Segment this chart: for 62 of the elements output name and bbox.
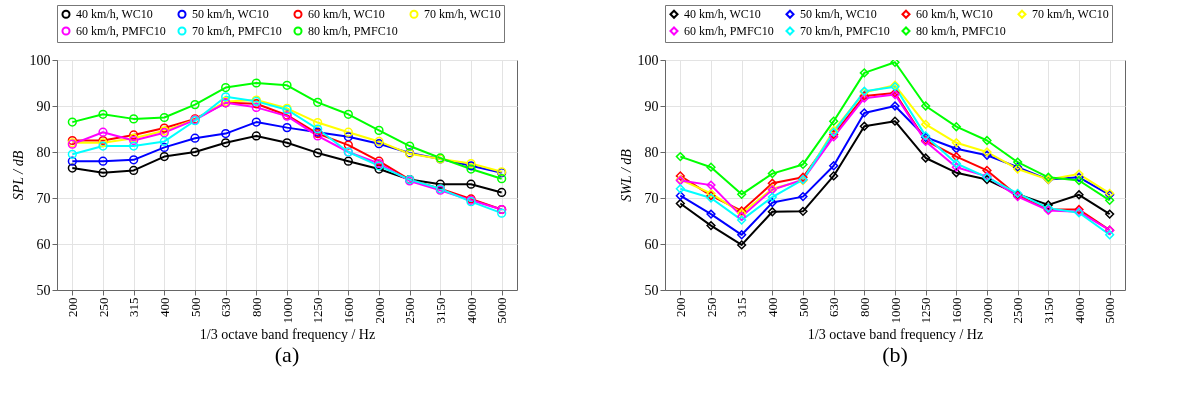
y-tick-label: 90 <box>644 98 659 114</box>
y-axis-title: SWL / dB <box>618 148 634 202</box>
x-tick-label: 1600 <box>948 297 964 324</box>
y-axis-title: SPL / dB <box>10 150 26 201</box>
legend-label: 70 km/h, WC10 <box>1032 7 1109 22</box>
x-tick-label: 2000 <box>371 297 387 324</box>
x-tick-label: 315 <box>734 297 750 317</box>
x-tick-label: 4000 <box>463 297 479 324</box>
x-tick-label: 250 <box>703 297 719 317</box>
x-tick-label: 1600 <box>340 297 356 324</box>
x-tick-label: 630 <box>218 297 234 317</box>
legend-label: 70 km/h, PMFC10 <box>800 24 890 38</box>
x-tick-label: 200 <box>64 297 80 317</box>
y-tick-label: 60 <box>36 236 51 252</box>
legend-label: 80 km/h, PMFC10 <box>916 24 1006 38</box>
legend-label: 50 km/h, WC10 <box>800 7 877 22</box>
x-tick-label: 200 <box>672 297 688 317</box>
y-tick-label: 90 <box>36 98 51 114</box>
x-tick-label: 500 <box>187 297 203 317</box>
y-tick-label: 60 <box>644 236 659 252</box>
x-tick-label: 5000 <box>1102 297 1118 324</box>
text: (a) <box>274 342 300 367</box>
x-tick-label: 400 <box>156 297 172 317</box>
legend-label: 60 km/h, PMFC10 <box>76 24 166 38</box>
x-tick-label: 315 <box>126 297 142 317</box>
text: (b) <box>882 342 908 367</box>
y-tick-label: 100 <box>637 52 659 68</box>
x-tick-label: 2500 <box>1010 297 1026 324</box>
legend-label: 50 km/h, WC10 <box>192 7 269 22</box>
x-tick-label: 630 <box>826 297 842 317</box>
x-tick-label: 1000 <box>887 297 903 324</box>
x-tick-label: 3150 <box>1040 297 1056 324</box>
y-tick-label: 70 <box>644 190 659 206</box>
legend-label: 40 km/h, WC10 <box>684 7 761 22</box>
x-axis-title: 1/3 octave band frequency / Hz <box>807 326 984 342</box>
x-tick-label: 3150 <box>432 297 448 324</box>
y-tick-label: 70 <box>36 190 51 206</box>
legend-label: 40 km/h, WC10 <box>76 7 153 22</box>
x-tick-label: 500 <box>795 297 811 317</box>
legend-label: 60 km/h, WC10 <box>916 7 993 22</box>
legend-label: 80 km/h, PMFC10 <box>308 24 398 38</box>
y-tick-label: 50 <box>36 282 51 298</box>
legend-label: 70 km/h, PMFC10 <box>192 24 282 38</box>
x-tick-label: 800 <box>248 297 264 317</box>
y-tick-label: 80 <box>644 144 659 160</box>
x-tick-label: 800 <box>856 297 872 317</box>
x-tick-label: 250 <box>95 297 111 317</box>
x-tick-label: 4000 <box>1071 297 1087 324</box>
legend-label: 60 km/h, WC10 <box>308 7 385 22</box>
y-tick-label: 80 <box>36 144 51 160</box>
x-axis-title: 1/3 octave band frequency / Hz <box>199 326 376 342</box>
y-tick-label: 50 <box>644 282 659 298</box>
x-tick-label: 2500 <box>402 297 418 324</box>
legend-label: 60 km/h, PMFC10 <box>684 24 774 38</box>
y-tick-label: 100 <box>29 52 51 68</box>
legend-label: 70 km/h, WC10 <box>424 7 501 22</box>
x-tick-label: 5000 <box>494 297 510 324</box>
x-tick-label: 1250 <box>310 297 326 324</box>
x-tick-label: 1250 <box>918 297 934 324</box>
x-tick-label: 400 <box>764 297 780 317</box>
x-tick-label: 2000 <box>979 297 995 324</box>
x-tick-label: 1000 <box>279 297 295 324</box>
